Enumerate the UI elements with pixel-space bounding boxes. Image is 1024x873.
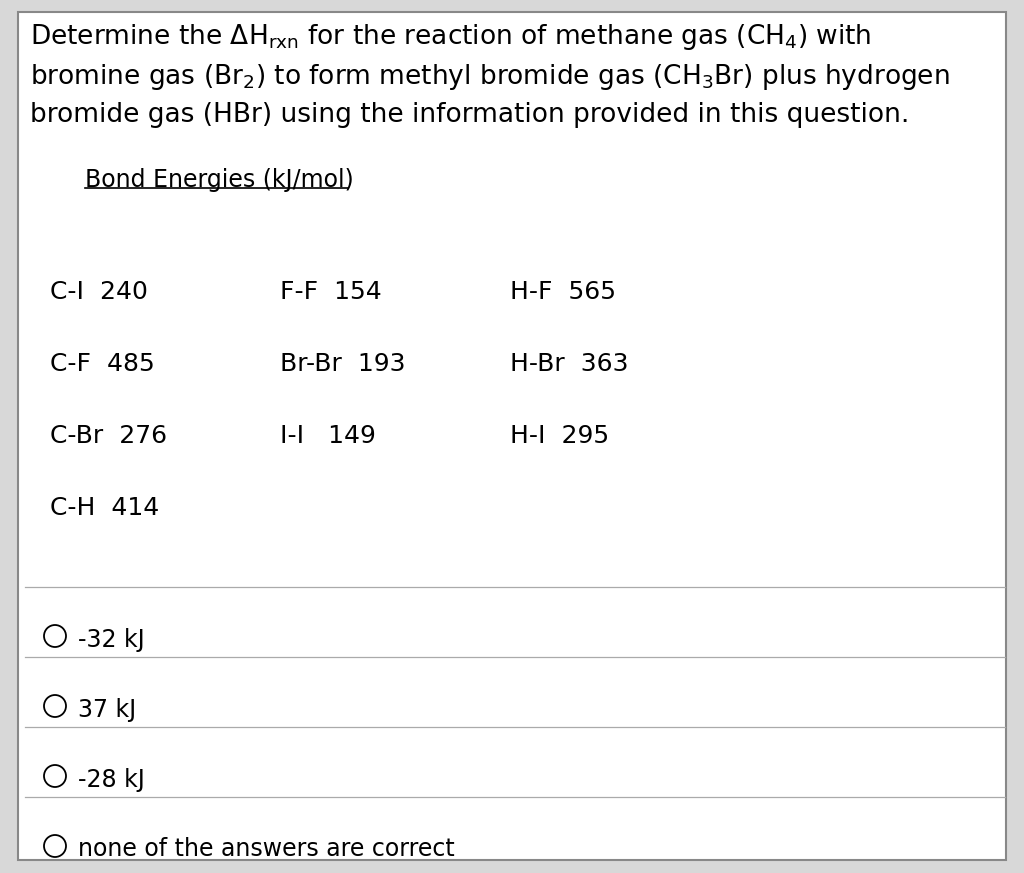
Text: C-H  414: C-H 414 [50,496,160,520]
Text: C-I  240: C-I 240 [50,280,147,304]
Text: C-F  485: C-F 485 [50,352,155,376]
Text: none of the answers are correct: none of the answers are correct [78,837,455,862]
Text: bromide gas (HBr) using the information provided in this question.: bromide gas (HBr) using the information … [30,102,909,128]
Text: I-I   149: I-I 149 [280,424,376,448]
Text: H-F  565: H-F 565 [510,280,616,304]
Text: F-F  154: F-F 154 [280,280,382,304]
Text: -28 kJ: -28 kJ [78,767,144,792]
Text: 37 kJ: 37 kJ [78,698,136,721]
Text: Br-Br  193: Br-Br 193 [280,352,406,376]
Text: H-I  295: H-I 295 [510,424,609,448]
Text: bromine gas (Br$\mathregular{_2}$) to form methyl bromide gas (CH$\mathregular{_: bromine gas (Br$\mathregular{_2}$) to fo… [30,62,949,92]
Text: H-Br  363: H-Br 363 [510,352,629,376]
Text: -32 kJ: -32 kJ [78,628,144,651]
Text: Determine the $\mathregular{\Delta H_{rxn}}$ for the reaction of methane gas (CH: Determine the $\mathregular{\Delta H_{rx… [30,22,871,52]
Text: C-Br  276: C-Br 276 [50,424,167,448]
Text: Bond Energies (kJ/mol): Bond Energies (kJ/mol) [85,168,353,192]
